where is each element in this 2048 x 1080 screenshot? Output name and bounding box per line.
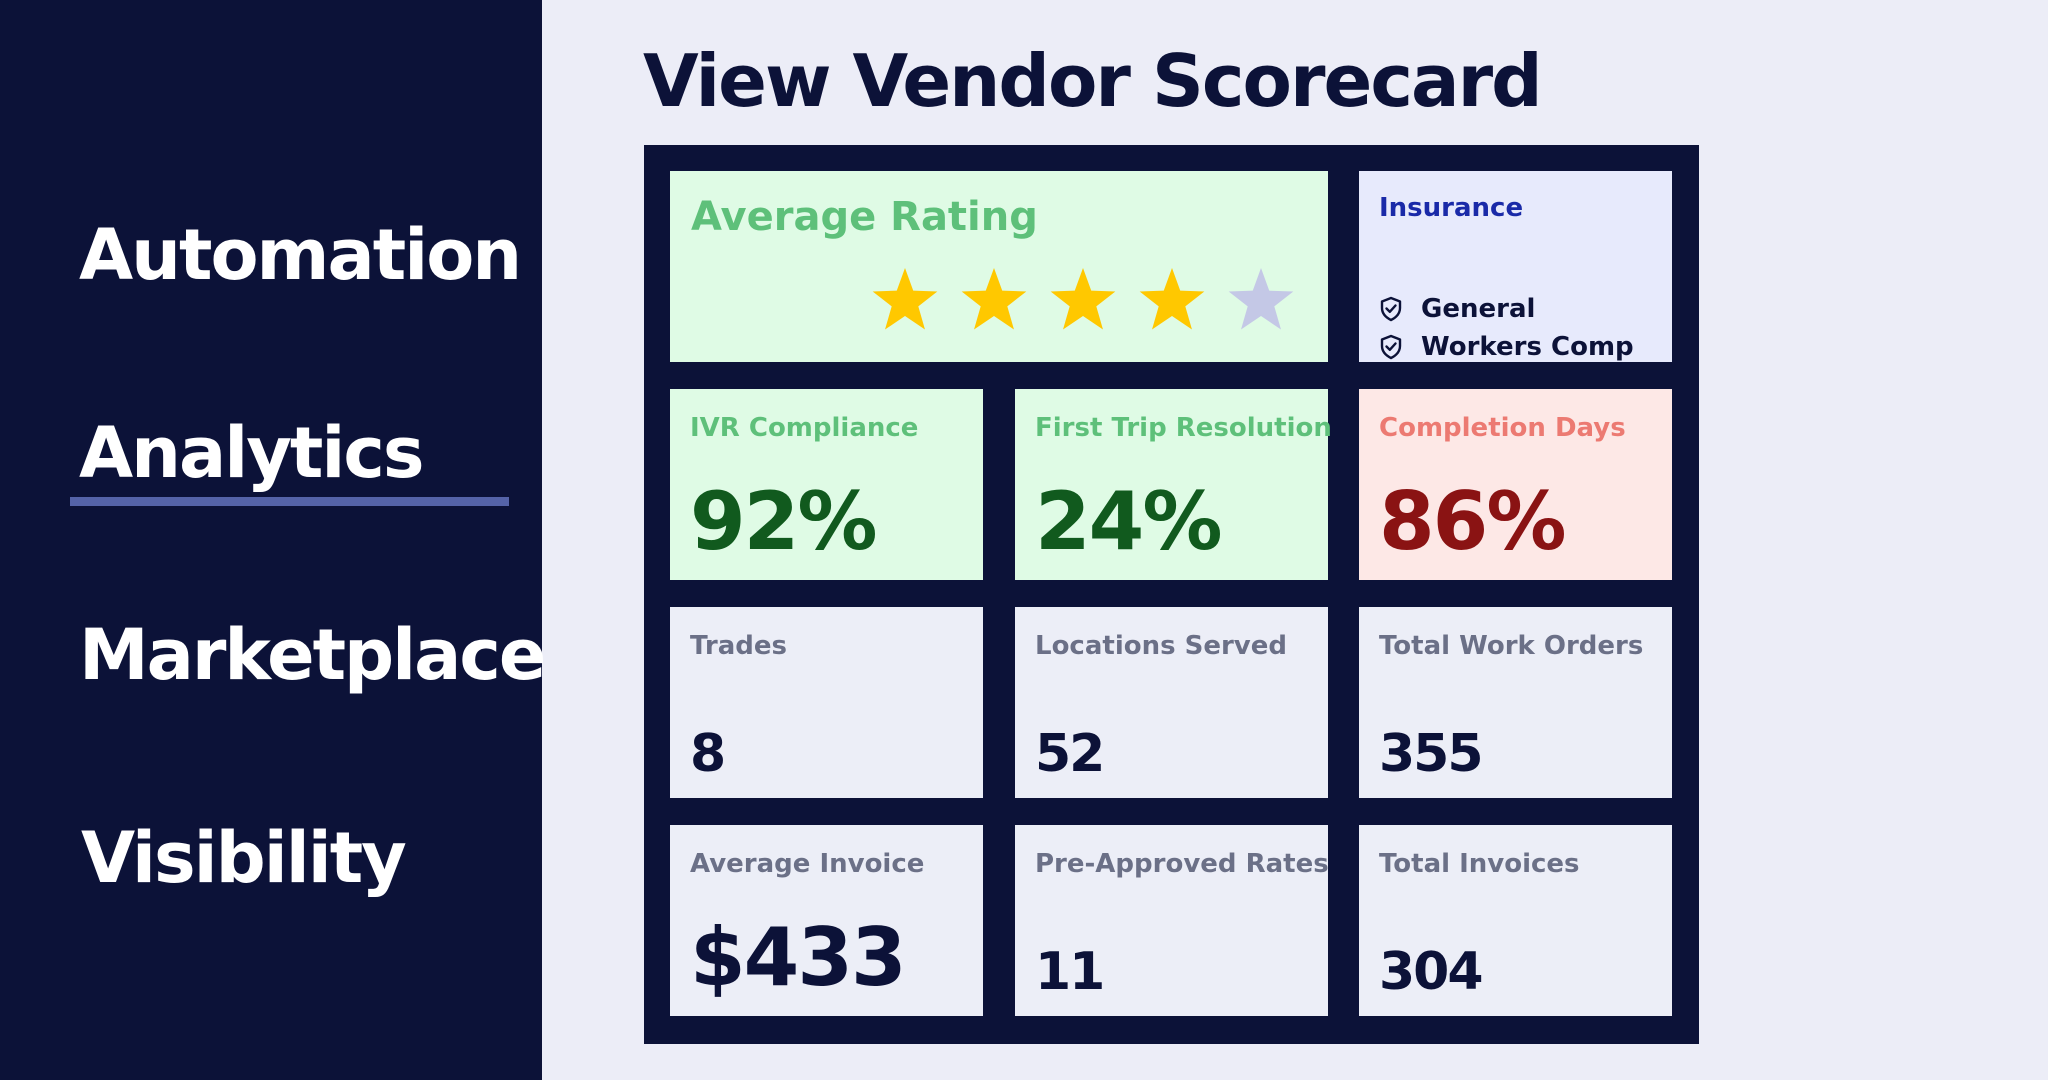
sidebar-item-marketplace[interactable]: Marketplace <box>79 614 546 696</box>
average-rating-card: Average Rating <box>670 171 1328 362</box>
star-filled-icon <box>961 268 1027 330</box>
star-filled-icon <box>872 268 938 330</box>
insurance-item-workers-comp: Workers Comp <box>1379 332 1634 362</box>
sidebar: Automation Analytics Marketplace Visibil… <box>0 0 546 1080</box>
ivr-compliance-value: 92% <box>690 475 877 568</box>
star-filled-icon <box>1050 268 1116 330</box>
trades-value: 8 <box>690 724 726 784</box>
shield-check-icon <box>1380 296 1402 322</box>
average-invoice-card: Average Invoice $433 <box>670 825 983 1016</box>
star-empty-icon <box>1228 268 1294 330</box>
ivr-compliance-card: IVR Compliance 92% <box>670 389 983 580</box>
rating-stars <box>870 266 1300 336</box>
total-work-orders-label: Total Work Orders <box>1379 631 1644 661</box>
completion-days-card: Completion Days 86% <box>1359 389 1672 580</box>
locations-served-label: Locations Served <box>1035 631 1288 661</box>
ivr-compliance-label: IVR Compliance <box>690 413 919 443</box>
completion-days-value: 86% <box>1379 475 1566 568</box>
insurance-item-label: Workers Comp <box>1421 332 1634 362</box>
total-invoices-value: 304 <box>1379 942 1484 1002</box>
sidebar-item-visibility[interactable]: Visibility <box>81 817 407 899</box>
trades-card: Trades 8 <box>670 607 983 798</box>
insurance-title: Insurance <box>1379 193 1524 223</box>
insurance-item-label: General <box>1421 294 1536 324</box>
star-filled-icon <box>1139 268 1205 330</box>
pre-approved-rates-label: Pre-Approved Rates <box>1035 849 1329 879</box>
average-invoice-value: $433 <box>690 911 907 1004</box>
insurance-card: Insurance General Workers Comp <box>1359 171 1672 362</box>
scorecard-board: Average Rating Insurance General Workers… <box>644 145 1699 1044</box>
pre-approved-rates-card: Pre-Approved Rates 11 <box>1015 825 1329 1016</box>
locations-served-value: 52 <box>1035 724 1105 784</box>
first-trip-resolution-value: 24% <box>1035 475 1222 568</box>
locations-served-card: Locations Served 52 <box>1015 607 1328 798</box>
average-rating-label: Average Rating <box>691 194 1038 240</box>
total-invoices-label: Total Invoices <box>1379 849 1580 879</box>
completion-days-label: Completion Days <box>1379 413 1626 443</box>
sidebar-item-analytics[interactable]: Analytics <box>79 412 424 494</box>
pre-approved-rates-value: 11 <box>1035 942 1105 1002</box>
average-invoice-label: Average Invoice <box>690 849 925 879</box>
active-nav-underline <box>70 497 509 506</box>
total-invoices-card: Total Invoices 304 <box>1359 825 1672 1016</box>
total-work-orders-card: Total Work Orders 355 <box>1359 607 1672 798</box>
first-trip-resolution-label: First Trip Resolution <box>1035 413 1332 443</box>
first-trip-resolution-card: First Trip Resolution 24% <box>1015 389 1332 580</box>
trades-label: Trades <box>690 631 787 661</box>
insurance-item-general: General <box>1379 294 1535 324</box>
total-work-orders-value: 355 <box>1379 724 1484 784</box>
shield-check-icon <box>1380 334 1402 360</box>
page-title: View Vendor Scorecard <box>643 39 1543 123</box>
sidebar-item-automation[interactable]: Automation <box>79 214 522 296</box>
